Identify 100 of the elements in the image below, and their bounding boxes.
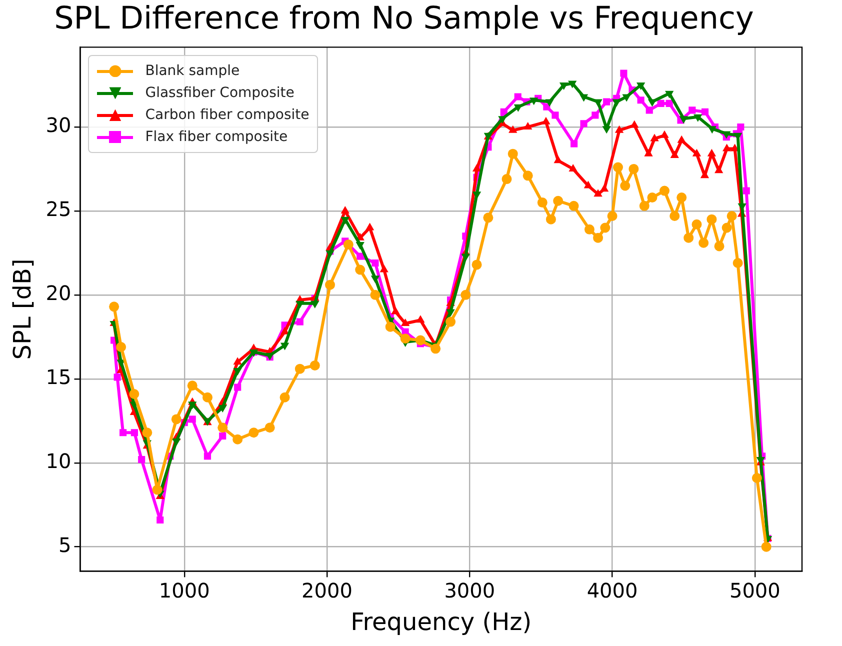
- point: [461, 254, 470, 262]
- point: [385, 322, 396, 332]
- point: [415, 335, 426, 346]
- point: [579, 94, 588, 102]
- y-tick-label: 10: [46, 449, 72, 474]
- point: [446, 309, 455, 317]
- point: [670, 210, 680, 221]
- y-tick-label: 20: [46, 281, 72, 306]
- point: [472, 260, 482, 270]
- point: [647, 192, 658, 203]
- point: [714, 166, 724, 174]
- point: [430, 344, 441, 354]
- legend-label: Blank sample: [145, 63, 240, 80]
- point: [639, 200, 650, 211]
- point: [552, 112, 559, 119]
- point: [120, 429, 127, 436]
- point: [391, 306, 400, 314]
- point: [522, 170, 533, 181]
- point: [530, 98, 538, 106]
- point: [310, 300, 320, 308]
- point: [380, 264, 388, 272]
- point: [219, 432, 226, 440]
- point: [722, 222, 732, 233]
- point: [614, 125, 624, 133]
- point: [646, 106, 653, 114]
- point: [752, 472, 762, 483]
- point: [355, 264, 366, 275]
- point: [129, 389, 140, 400]
- point: [700, 170, 710, 178]
- point: [460, 290, 471, 300]
- point: [594, 99, 602, 107]
- point: [116, 342, 126, 352]
- point: [600, 184, 609, 192]
- point: [620, 70, 628, 77]
- point: [514, 93, 522, 100]
- point: [737, 123, 744, 131]
- point: [232, 434, 243, 444]
- point: [554, 156, 562, 164]
- point: [340, 206, 350, 214]
- point: [483, 212, 494, 223]
- point: [726, 210, 737, 221]
- point: [202, 392, 212, 402]
- point: [665, 90, 674, 98]
- point: [234, 384, 242, 391]
- y-tick-label: 30: [46, 113, 72, 138]
- point: [706, 214, 717, 224]
- point: [446, 316, 456, 327]
- point: [372, 259, 379, 267]
- point: [294, 364, 305, 374]
- point: [365, 222, 374, 230]
- point: [580, 120, 588, 128]
- point: [370, 290, 380, 300]
- legend-label: Flax fiber composite: [145, 129, 288, 146]
- point: [545, 99, 554, 107]
- x-tick-label: 2000: [302, 578, 352, 602]
- point: [692, 219, 702, 230]
- point: [109, 302, 120, 312]
- point: [508, 148, 518, 159]
- point: [152, 484, 162, 495]
- point: [280, 342, 290, 350]
- point: [636, 82, 646, 90]
- point: [594, 189, 602, 197]
- point: [676, 192, 687, 203]
- point: [502, 174, 512, 184]
- point: [593, 232, 604, 243]
- point: [264, 422, 275, 433]
- point: [584, 224, 594, 234]
- point: [142, 428, 152, 438]
- point: [707, 148, 716, 156]
- legend-label: Carbon fiber composite: [145, 107, 310, 124]
- point: [204, 452, 212, 460]
- y-tick-label: 25: [46, 197, 72, 222]
- point: [701, 108, 709, 116]
- x-tick-label: 4000: [586, 578, 638, 602]
- y-axis-title: SPL [dB]: [8, 258, 37, 360]
- point: [326, 250, 334, 258]
- point: [670, 150, 679, 158]
- point: [188, 416, 196, 423]
- x-tick-label: 1000: [158, 578, 210, 602]
- point: [688, 106, 696, 114]
- point: [666, 100, 673, 107]
- point: [568, 164, 578, 172]
- point: [542, 116, 550, 124]
- point: [325, 280, 336, 290]
- point: [296, 318, 304, 326]
- point: [156, 516, 164, 524]
- point: [416, 315, 425, 323]
- point: [677, 135, 686, 143]
- x-tick-label: 3000: [444, 578, 496, 602]
- point: [568, 200, 579, 211]
- point: [708, 126, 716, 134]
- x-axis-title: Frequency (Hz): [350, 608, 532, 636]
- point: [692, 148, 702, 156]
- point: [296, 300, 304, 308]
- point: [508, 125, 518, 133]
- point: [698, 238, 709, 248]
- point: [684, 232, 694, 243]
- point: [650, 134, 659, 142]
- point: [612, 162, 623, 172]
- point: [546, 214, 556, 224]
